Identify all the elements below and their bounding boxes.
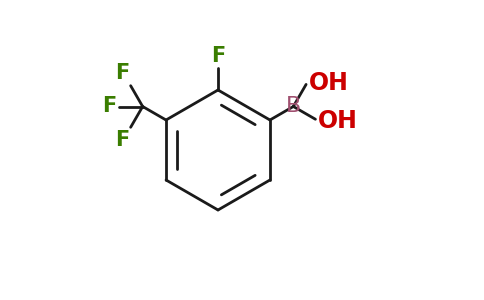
Text: F: F [115, 63, 129, 83]
Text: F: F [211, 46, 225, 66]
Text: F: F [115, 130, 129, 150]
Text: OH: OH [318, 109, 358, 133]
Text: OH: OH [308, 71, 348, 95]
Text: B: B [286, 97, 301, 116]
Text: F: F [102, 97, 116, 116]
